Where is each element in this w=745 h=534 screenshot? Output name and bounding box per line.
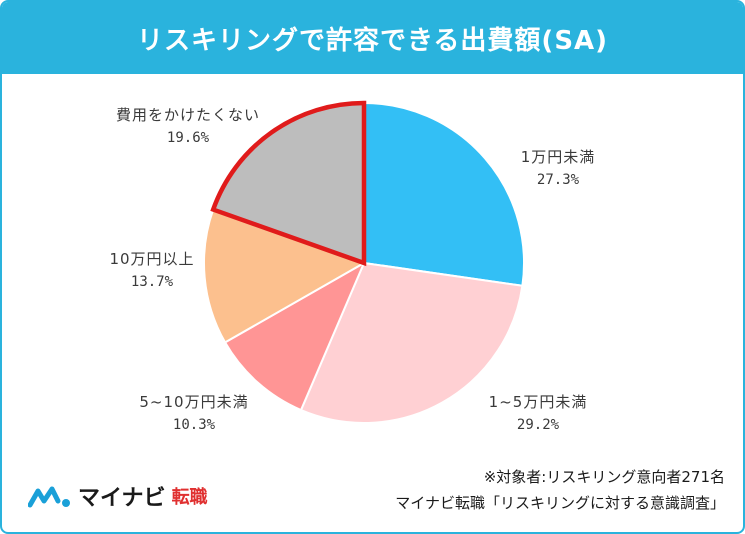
pie-slice [223,260,367,412]
highlight-outline [210,100,367,267]
mynavi-mark-icon [28,486,70,508]
note-line-2: マイナビ転職「リスキリングに対する意識調査」 [395,494,725,512]
pie-slice [203,208,367,344]
slice-value-label: 10.3% [173,417,216,433]
slice-value-label: 19.6% [167,130,210,146]
mynavi-logo: マイナビ 転職 [28,480,208,512]
slice-value-label: 27.3% [537,172,580,188]
slice-label: 10万円以上 [109,250,194,268]
logo-sub-text: 転職 [171,487,208,508]
note-line-1: ※対象者:リスキリング意向者271名 [483,468,725,486]
survey-note: ※対象者:リスキリング意向者271名 マイナビ転職「リスキリングに対する意識調査… [395,464,725,516]
slice-value-label: 13.7% [131,274,174,290]
slice-label: 1万円未満 [521,148,596,166]
slice-label: 1~5万円未満 [489,393,588,411]
pie-slice [363,101,525,287]
pie-slice [299,261,524,424]
chart-title: リスキリングで許容できる出費額(SA) [2,2,743,74]
logo-text: マイナビ [78,486,166,511]
slice-value-label: 29.2% [517,417,560,433]
slice-label: 5~10万円未満 [139,393,248,411]
slice-label: 費用をかけたくない [116,106,260,124]
